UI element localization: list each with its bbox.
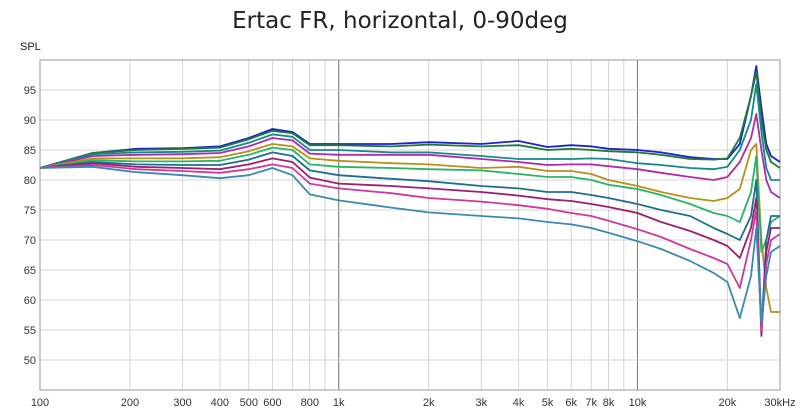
y-axis-label: SPL (20, 41, 41, 53)
y-tick-label: 70 (24, 235, 36, 247)
x-tick-label: 800 (301, 397, 319, 409)
series-line-4 (39, 143, 780, 313)
y-tick-label: 95 (24, 85, 36, 97)
x-tick-label: 10k (629, 397, 647, 409)
x-tick-labels: 100 200 300 400 500 600 800 1k 2k 3k 4k 5k 6k 7k 8k 10k… (31, 397, 796, 409)
y-tick-label: 50 (24, 355, 36, 367)
x-tick-label: 8k (603, 397, 615, 409)
x-tick-label: 200 (121, 397, 139, 409)
chart-title: Ertac FR, horizontal, 0-90deg (232, 8, 568, 34)
x-tick-label: 6k (565, 397, 577, 409)
x-tick-label: 3k (475, 397, 487, 409)
grid (39, 59, 781, 391)
series-lines (39, 65, 781, 337)
series-line-1 (39, 71, 781, 169)
x-tick-label: 4k (513, 397, 525, 409)
y-tick-label: 90 (24, 115, 36, 127)
plot-border (39, 59, 781, 391)
series-line-5 (39, 146, 781, 253)
x-tick-label: 300 (173, 397, 191, 409)
series-line-6 (39, 151, 780, 331)
y-tick-label: 65 (24, 265, 36, 277)
x-tick-label: 7k (585, 397, 597, 409)
y-tick-labels: 50 55 60 65 70 75 80 85 90 95 (24, 85, 36, 367)
x-tick-label: 30kHz (764, 397, 795, 409)
x-tick-label: 5k (542, 397, 554, 409)
series-line-7 (39, 157, 780, 337)
y-tick-label: 75 (24, 205, 36, 217)
series-line-3 (39, 113, 781, 199)
x-tick-label: 400 (211, 397, 229, 409)
y-tick-label: 85 (24, 145, 36, 157)
series-line-2 (39, 83, 780, 181)
y-tick-label: 80 (24, 175, 36, 187)
x-tick-label: 600 (263, 397, 281, 409)
y-tick-label: 55 (24, 325, 36, 337)
x-tick-label: 20k (719, 397, 737, 409)
series-line-9 (39, 165, 781, 325)
x-tick-label: 500 (240, 397, 258, 409)
x-tick-label: 100 (31, 397, 49, 409)
y-tick-label: 60 (24, 295, 36, 307)
series-line-8 (39, 163, 781, 331)
x-tick-label: 2k (423, 397, 435, 409)
x-tick-label: 1k (333, 397, 345, 409)
